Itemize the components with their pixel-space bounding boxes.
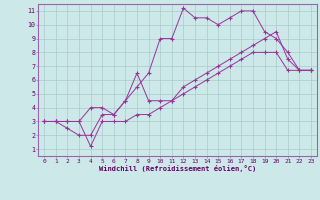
X-axis label: Windchill (Refroidissement éolien,°C): Windchill (Refroidissement éolien,°C)	[99, 165, 256, 172]
